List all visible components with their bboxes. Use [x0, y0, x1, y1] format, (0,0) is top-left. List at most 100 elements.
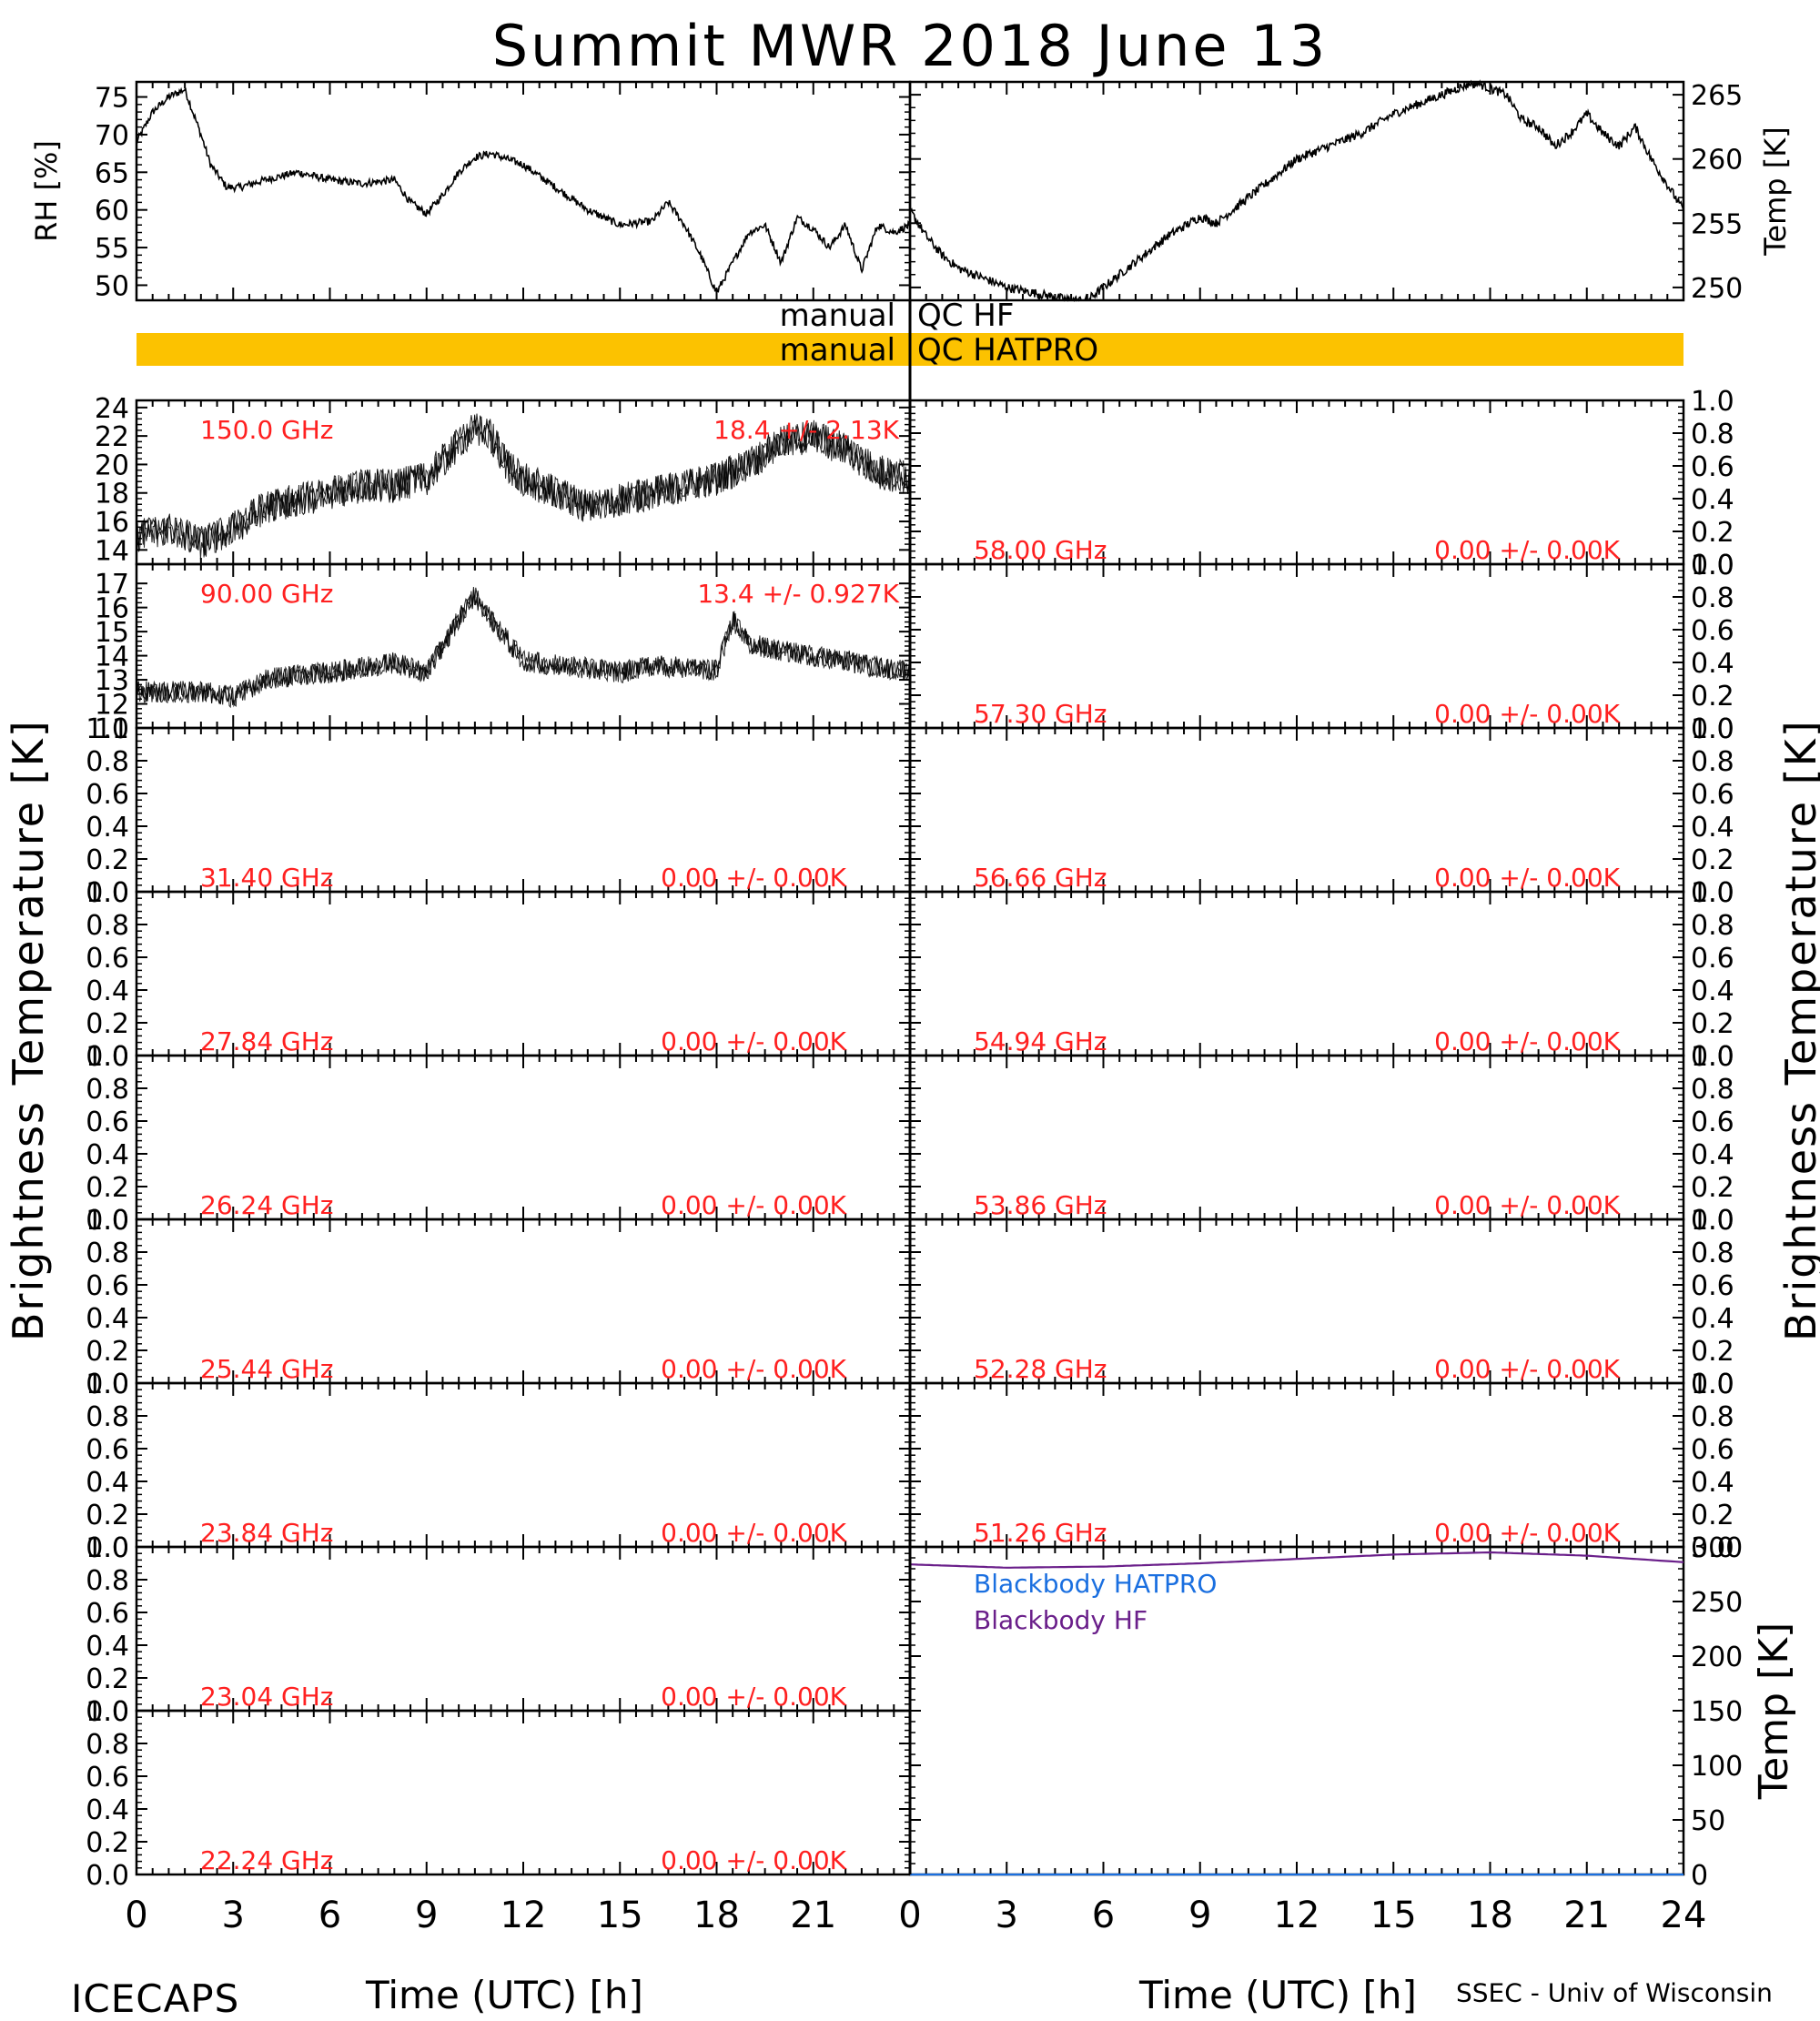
b5666-ytick-label: 0.6 [1691, 779, 1734, 811]
b2544-ytick-label: 0.2 [86, 1336, 129, 1368]
b90-series-line [136, 594, 911, 708]
b150-ytick-label: 16 [95, 507, 129, 539]
b2384-stat-label: 0.00 +/- 0.00K [661, 1518, 846, 1548]
rh-ytick-label: 70 [95, 120, 129, 152]
b2624-ytick-label: 0.6 [86, 1106, 129, 1138]
rh-panel-frame [135, 80, 912, 302]
b2384-ytick-label: 0.6 [86, 1434, 129, 1466]
b5126-ytick-label: 1.0 [1691, 1369, 1734, 1400]
footer-right: SSEC - Univ of Wisconsin [1456, 1977, 1773, 2008]
b90-ytick-label: 12 [95, 690, 129, 722]
b150-freq-label: 150.0 GHz [200, 415, 334, 445]
xtick-label-right: 15 [1370, 1895, 1417, 1936]
b2784-ytick-label: 0.2 [86, 1008, 129, 1040]
b5800-ytick-label: 0.4 [1691, 484, 1734, 516]
blackbody-ytick-label: 0 [1691, 1860, 1708, 1892]
b2384-ytick-label: 0.8 [86, 1401, 129, 1433]
rh-series-line [136, 86, 911, 294]
blackbody-legend-0: Blackbody HATPRO [974, 1569, 1217, 1599]
b2544-ytick-label: 0.0 [86, 1369, 129, 1400]
b2784-ytick-label: 1.0 [86, 877, 129, 909]
b90-ytick-label: 17 [95, 569, 129, 601]
xtick-label-right: 3 [996, 1895, 1018, 1936]
blackbody-axis-label: Temp [K] [1751, 1622, 1797, 1800]
b2224-ytick-label: 1.0 [86, 1696, 129, 1728]
b5126-ytick-label: 0.0 [1691, 1532, 1734, 1564]
b2624-ytick-label: 0.8 [86, 1074, 129, 1106]
qc-hatpro-label-left: manual [780, 332, 895, 369]
rh-ytick-label: 60 [95, 196, 129, 227]
b2384-ytick-label: 0.0 [86, 1532, 129, 1564]
b90-ytick-label: 16 [95, 593, 129, 625]
b3140-ytick-label: 0.2 [86, 844, 129, 876]
xaxis-label-left: Time (UTC) [h] [366, 1973, 643, 2017]
b2224-ytick-label: 0.4 [86, 1794, 129, 1826]
b2544-stat-label: 0.00 +/- 0.00K [661, 1354, 846, 1384]
b5386-ytick-label: 0.8 [1691, 1074, 1734, 1106]
xtick-label-left: 21 [790, 1895, 836, 1936]
b90-series-line [136, 586, 911, 708]
b5666-stat-label: 0.00 +/- 0.00K [1434, 863, 1620, 893]
rh-axis-label: RH [%] [29, 140, 64, 242]
temp-ytick-label: 260 [1691, 145, 1743, 177]
b3140-freq-label: 31.40 GHz [200, 863, 334, 893]
b2784-ytick-label: 0.4 [86, 975, 129, 1007]
b5494-ytick-label: 0.0 [1691, 1041, 1734, 1073]
temp-ytick-label: 265 [1691, 80, 1743, 112]
b2784-freq-label: 27.84 GHz [200, 1026, 334, 1056]
b5730-ytick-label: 0.2 [1691, 681, 1734, 712]
b5386-ytick-label: 0.6 [1691, 1106, 1734, 1138]
b5800-ytick-label: 1.0 [1691, 386, 1734, 418]
b5228-ytick-label: 0.0 [1691, 1369, 1734, 1400]
footer-left: ICECAPS [71, 1976, 240, 2021]
b2304-ytick-label: 0.6 [86, 1598, 129, 1630]
b5800-ytick-label: 0.6 [1691, 451, 1734, 483]
rh-ytick-label: 65 [95, 157, 129, 189]
b5666-ytick-label: 0.0 [1691, 877, 1734, 909]
b150-ytick-label: 14 [95, 535, 129, 567]
b2304-ytick-label: 0.4 [86, 1631, 129, 1662]
b5386-ytick-label: 0.0 [1691, 1205, 1734, 1237]
b5386-ytick-label: 0.2 [1691, 1172, 1734, 1204]
b2384-ytick-label: 0.4 [86, 1467, 129, 1499]
xtick-label-right: 12 [1274, 1895, 1320, 1936]
b5666-ytick-label: 0.2 [1691, 844, 1734, 876]
b5494-ytick-label: 0.6 [1691, 943, 1734, 975]
xtick-label-left: 3 [222, 1895, 245, 1936]
b2304-ytick-label: 0.0 [86, 1696, 129, 1728]
b2224-ytick-label: 0.6 [86, 1762, 129, 1794]
b2384-freq-label: 23.84 GHz [200, 1518, 334, 1548]
qc-hf-label-right: QC HF [917, 298, 1014, 334]
b5126-freq-label: 51.26 GHz [974, 1518, 1107, 1548]
b5666-freq-label: 56.66 GHz [974, 863, 1107, 893]
b2784-ytick-label: 0.6 [86, 943, 129, 975]
b2624-ytick-label: 0.0 [86, 1205, 129, 1237]
b90-freq-label: 90.00 GHz [200, 579, 334, 609]
xtick-label-left: 15 [597, 1895, 643, 1936]
b3140-ytick-label: 0.6 [86, 779, 129, 811]
xtick-label-left: 9 [415, 1895, 438, 1936]
b5494-ytick-label: 0.4 [1691, 975, 1734, 1007]
b2384-ytick-label: 1.0 [86, 1369, 129, 1400]
b3140-ytick-label: 0.0 [86, 877, 129, 909]
page-title: Summit MWR 2018 June 13 [491, 13, 1329, 79]
b150-series-line [136, 415, 911, 560]
b5494-stat-label: 0.00 +/- 0.00K [1434, 1026, 1620, 1056]
b5730-ytick-label: 0.0 [1691, 713, 1734, 745]
b2624-freq-label: 26.24 GHz [200, 1190, 334, 1220]
temp-series-line [909, 79, 1684, 303]
b150-stat-label: 18.4 +/- 2.13K [713, 415, 899, 445]
b2224-ytick-label: 0.2 [86, 1827, 129, 1859]
b2784-ytick-label: 0.0 [86, 1041, 129, 1073]
b5666-ytick-label: 1.0 [1691, 713, 1734, 745]
rh-ytick-label: 75 [95, 83, 129, 115]
b5228-stat-label: 0.00 +/- 0.00K [1434, 1354, 1620, 1384]
qc-hf-label-left: manual [780, 298, 895, 334]
b2624-ytick-label: 0.2 [86, 1172, 129, 1204]
b2304-freq-label: 23.04 GHz [200, 1682, 334, 1712]
b2224-ytick-label: 0.0 [86, 1860, 129, 1892]
rh-ytick-label: 50 [95, 270, 129, 302]
xtick-label-left: 18 [693, 1895, 740, 1936]
xaxis-label-right: Time (UTC) [h] [1139, 1973, 1417, 2017]
